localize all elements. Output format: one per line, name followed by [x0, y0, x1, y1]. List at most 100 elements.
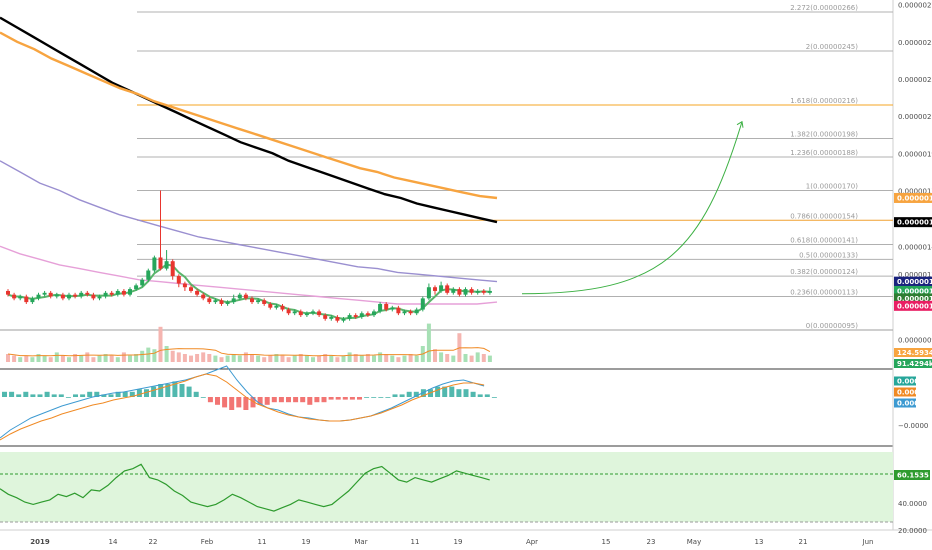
macd-tag-bg-1: [894, 387, 916, 397]
macd-tag-bg-2: [894, 398, 916, 408]
volume-bar-49: [304, 355, 309, 362]
macd-line: [0, 365, 485, 439]
macd-hist-30: [215, 397, 220, 405]
macd-tag-2: 0.0000: [897, 400, 924, 408]
macd-hist-8: [58, 394, 64, 397]
macd-hist-34: [243, 397, 249, 410]
candle-body-0: [6, 290, 10, 295]
time-axis-tick-6: Mar: [354, 538, 367, 546]
macd-hist-52: [371, 397, 377, 398]
macd-hist-58: [413, 391, 419, 397]
macd-hist-65: [463, 389, 469, 397]
macd-hist-4: [30, 394, 36, 397]
rsi-level-label-1: 20.0000: [898, 527, 927, 535]
candle-body-35: [219, 300, 224, 304]
candle-body-45: [280, 305, 285, 310]
volume-bar-25: [158, 326, 163, 362]
volume-bar-60: [372, 355, 376, 362]
volume-bar-29: [182, 354, 187, 362]
projection-arrow: [521, 120, 744, 295]
candle-body-53: [329, 316, 334, 319]
volume-bar-66: [408, 354, 413, 362]
candle-body-20: [128, 289, 132, 295]
price-tag-bg-2: [894, 276, 932, 287]
time-axis-tick-4: 11: [258, 538, 267, 546]
price-tag-2: 0.00000121: [897, 278, 932, 286]
candle-body-49: [304, 313, 309, 316]
volume-bar-31: [195, 354, 200, 362]
volume-bar-79: [487, 355, 492, 362]
volume-bar-46: [286, 357, 291, 362]
candle-body-5: [36, 294, 41, 299]
candle-body-52: [323, 315, 328, 319]
macd-hist-53: [378, 397, 384, 398]
price-axis-tick-3: 0.00000210: [898, 113, 932, 121]
candle-body-69: [426, 287, 431, 299]
time-axis-tick-13: 13: [755, 538, 764, 546]
candle-body-17: [109, 292, 114, 295]
volume-bar-38: [237, 355, 242, 362]
candle-body-12: [79, 292, 84, 297]
candle-body-68: [420, 298, 425, 310]
moving-average-2: [0, 160, 498, 283]
volume-bar-17: [109, 355, 114, 362]
volume-bar-47: [292, 355, 297, 362]
macd-hist-15: [108, 394, 114, 397]
macd-hist-5: [37, 394, 43, 397]
candle-body-24: [152, 257, 157, 271]
fib-label-4: 1.236(0.00000188): [790, 149, 858, 157]
macd-hist-41: [293, 397, 299, 403]
macd-hist-54: [385, 397, 391, 398]
candle-body-31: [195, 290, 200, 295]
macd-hist-37: [264, 397, 270, 405]
volume-bar-2: [18, 357, 23, 362]
macd-hist-47: [335, 397, 341, 400]
price-axis-tick-4: 0.00000190: [898, 150, 932, 158]
candle-body-75: [463, 289, 468, 295]
volume-bar-10: [67, 357, 71, 362]
volume-bar-36: [225, 355, 230, 362]
price-axis-tick-7: 0.00000125: [898, 271, 932, 279]
candlestick-series: [6, 190, 492, 323]
macd-hist-59: [420, 389, 426, 397]
macd-hist-39: [278, 397, 284, 403]
price-axis-tick-0: 0.00000270: [898, 2, 932, 10]
volume-tag-2: 91.4294k: [897, 360, 932, 368]
candle-body-9: [60, 294, 65, 299]
time-axis-tick-8: 19: [454, 538, 463, 546]
volume-bar-72: [445, 354, 450, 362]
fib-label-7: 0.618(0.00000141): [790, 236, 858, 244]
time-axis-tick-12: May: [687, 538, 701, 546]
candle-body-8: [54, 294, 59, 297]
macd-hist-20: [144, 389, 149, 397]
volume-bar-75: [463, 354, 468, 362]
volume-bar-20: [128, 355, 132, 362]
candle-body-10: [67, 294, 71, 299]
candle-body-2: [18, 296, 23, 299]
moving-average-0: [0, 16, 498, 224]
macd-hist-26: [186, 386, 192, 397]
projection-curve: [521, 121, 743, 295]
volume-bar-54: [335, 357, 340, 362]
price-tag-0: 0.00000166: [897, 194, 932, 202]
candle-body-38: [237, 294, 242, 299]
candle-body-74: [457, 289, 462, 295]
macd-hist-11: [80, 394, 86, 397]
volume-tag-bg-1: [894, 348, 932, 357]
macd-tag-1: 0.0000: [897, 389, 924, 397]
rsi-band: [0, 452, 893, 522]
macd-hist-69: [491, 397, 497, 398]
candle-body-29: [182, 283, 187, 288]
volume-panel: 124.5934k 91.4294k: [6, 323, 932, 368]
fib-label-9: 0.382(0.00000124): [790, 268, 858, 276]
volume-bar-58: [359, 355, 364, 362]
macd-hist-40: [286, 397, 291, 403]
time-axis-tick-9: Apr: [526, 538, 538, 546]
time-axis-tick-5: 19: [302, 538, 311, 546]
volume-bar-42: [262, 357, 267, 362]
candle-body-41: [256, 300, 261, 303]
candle-body-70: [433, 287, 437, 291]
price-axis-tick-5: 0.00000170: [898, 188, 932, 196]
candle-body-79: [487, 290, 492, 293]
